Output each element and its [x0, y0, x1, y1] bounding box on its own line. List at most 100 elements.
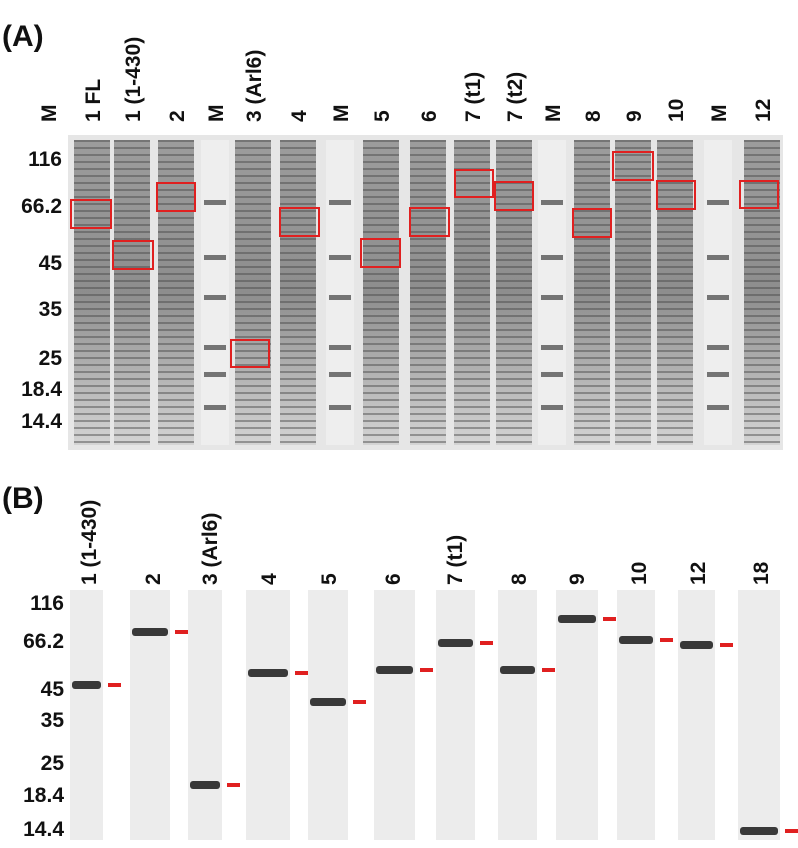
gel-bands [280, 140, 316, 445]
lane-label: 8 [508, 573, 531, 585]
red-marker [227, 783, 240, 787]
lane-label: 5 [371, 110, 394, 122]
red-marker [542, 668, 555, 672]
gel-bands [657, 140, 693, 445]
marker-band [707, 405, 729, 410]
gel-bands [410, 140, 446, 445]
lane-label: 10 [665, 99, 688, 122]
mw-label: 25 [41, 752, 65, 775]
mw-label: 14.4 [21, 410, 62, 433]
red-marker [660, 638, 673, 642]
red-marker [720, 643, 733, 647]
lane-label: M [205, 105, 228, 123]
highlight-box [112, 240, 154, 270]
marker-band [541, 200, 563, 205]
mw-label: 45 [39, 252, 63, 275]
mw-label: 25 [39, 347, 63, 370]
mw-label: 35 [39, 298, 63, 321]
lane-label: M [708, 105, 731, 123]
blot-strip [188, 590, 222, 840]
blot-band [680, 641, 713, 649]
lane-label: 7 (t2) [504, 72, 527, 122]
gel-bands [744, 140, 780, 445]
marker-lane [201, 140, 229, 445]
gel-bands [454, 140, 490, 445]
blot-strip [246, 590, 290, 840]
marker-band [329, 345, 351, 350]
marker-band [204, 405, 226, 410]
red-marker [175, 630, 188, 634]
highlight-box [656, 180, 696, 210]
mw-label: 116 [30, 592, 64, 615]
marker-band [707, 200, 729, 205]
marker-lane [538, 140, 566, 445]
blot-band [190, 781, 220, 789]
gel-bands [74, 140, 110, 445]
highlight-box [156, 182, 196, 212]
highlight-box [409, 207, 450, 237]
gel-bands [158, 140, 194, 445]
highlight-box [279, 207, 320, 237]
marker-band [541, 372, 563, 377]
blot-band [558, 615, 596, 623]
lane-label: 12 [687, 562, 710, 585]
blot-band [740, 827, 778, 835]
highlight-box [739, 180, 779, 209]
gel-bands [235, 140, 271, 445]
marker-band [541, 295, 563, 300]
blot-band [248, 669, 288, 677]
blot-strip [738, 590, 780, 840]
marker-band [707, 372, 729, 377]
marker-band [204, 345, 226, 350]
blot-strip [70, 590, 103, 840]
lane-label: 3 (Arl6) [243, 50, 266, 122]
marker-band [541, 345, 563, 350]
red-marker [420, 668, 433, 672]
blot-band [376, 666, 413, 674]
lane-label: 9 [623, 110, 646, 122]
mw-label: 18.4 [21, 378, 62, 401]
blot-band [438, 639, 473, 647]
lane-label: M [330, 105, 353, 123]
marker-band [707, 255, 729, 260]
lane-label: 6 [382, 573, 405, 585]
marker-band [329, 372, 351, 377]
marker-band [329, 200, 351, 205]
highlight-box [612, 151, 654, 181]
highlight-box [454, 169, 494, 198]
marker-band [541, 405, 563, 410]
highlight-box [360, 238, 401, 268]
blot-band [132, 628, 168, 636]
lane-label: 5 [318, 573, 341, 585]
mw-label: 116 [28, 148, 62, 171]
blot-strip [436, 590, 475, 840]
lane-label: 8 [582, 110, 605, 122]
marker-band [204, 295, 226, 300]
blot-band [500, 666, 535, 674]
gel-bands [496, 140, 532, 445]
mw-label: 18.4 [23, 784, 64, 807]
lane-label: 4 [288, 110, 311, 122]
gel-bands [574, 140, 610, 445]
lane-label: 1 (1-430) [78, 500, 101, 585]
blot-strip [130, 590, 170, 840]
marker-band [204, 200, 226, 205]
blot-strip [308, 590, 348, 840]
red-marker [353, 700, 366, 704]
marker-band [329, 405, 351, 410]
red-marker [480, 641, 493, 645]
lane-label: 2 [166, 110, 189, 122]
lane-label: 12 [752, 99, 775, 122]
panel-label: (A) [2, 20, 44, 53]
lane-label: 4 [258, 573, 281, 585]
mw-label: 14.4 [23, 818, 64, 841]
red-marker [785, 829, 798, 833]
blot-band [619, 636, 653, 644]
marker-band [329, 295, 351, 300]
marker-band [204, 372, 226, 377]
highlight-box [494, 181, 534, 211]
mw-label: 66.2 [21, 195, 62, 218]
mw-label: 66.2 [23, 630, 64, 653]
highlight-box [70, 199, 112, 229]
